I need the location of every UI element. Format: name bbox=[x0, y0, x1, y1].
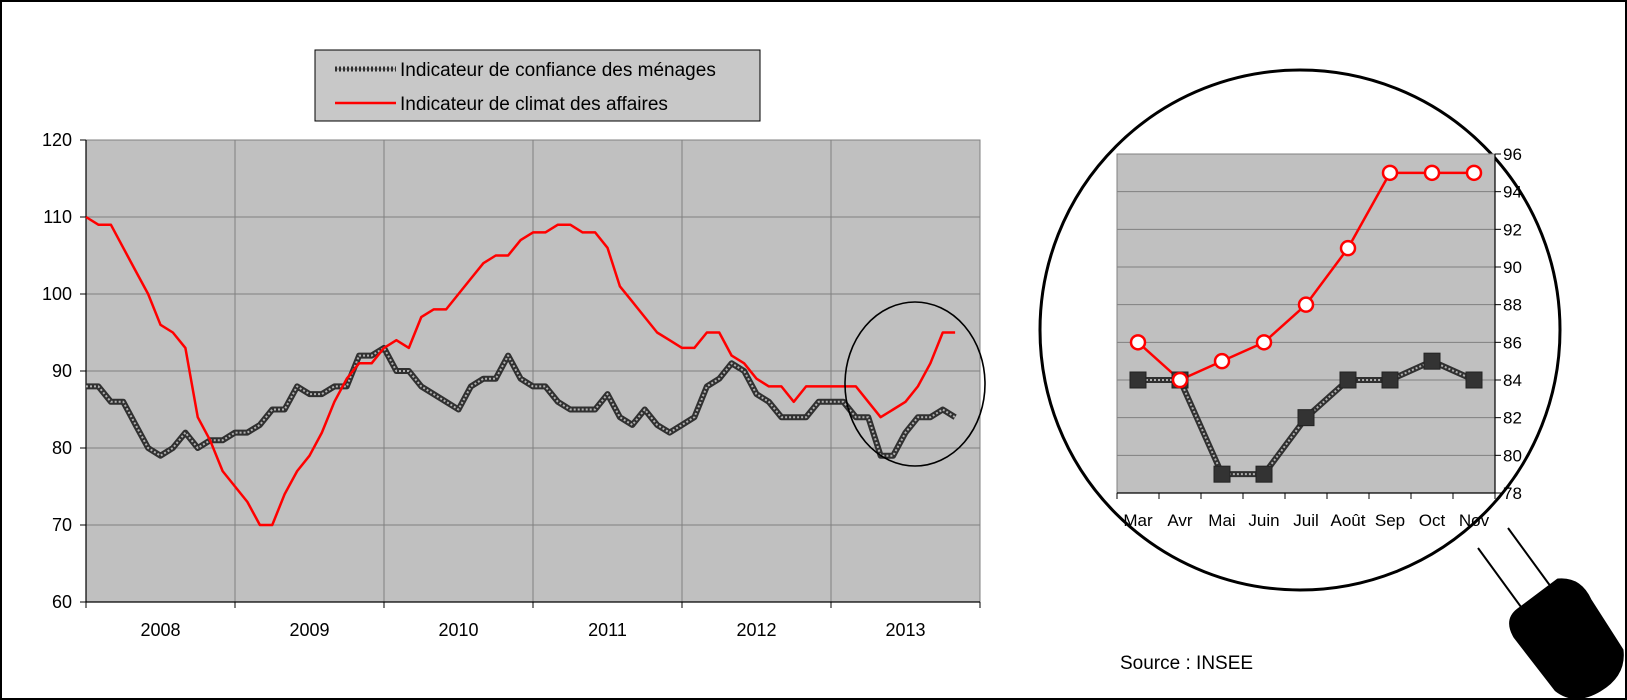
zoom-point-affaires-0 bbox=[1129, 334, 1147, 351]
main-x-tick-label-0: 2008 bbox=[140, 620, 180, 640]
main-x-tick-labels: 2008 2009 2010 2011 2012 2013 bbox=[140, 620, 925, 640]
zoom-point-affaires-2 bbox=[1213, 352, 1231, 370]
main-series-lines bbox=[85, 215, 957, 527]
zoom-point-affaires-6 bbox=[1381, 164, 1399, 182]
main-x-tick-label-3: 2011 bbox=[588, 620, 627, 640]
main-y-tick-label-3: 90 bbox=[52, 361, 72, 381]
legend-label-affaires: Indicateur de climat des affaires bbox=[400, 94, 668, 115]
zoom-y-tick-label-7: 92 bbox=[1503, 220, 1522, 239]
main-y-tick-label-5: 110 bbox=[43, 207, 72, 227]
legend-box bbox=[314, 49, 761, 122]
zoom-point-menages-0 bbox=[1129, 371, 1147, 389]
main-y-tick-label-4: 100 bbox=[42, 284, 72, 304]
zoom-y-tick-label-9: 96 bbox=[1503, 145, 1522, 164]
main-y-tick-label-6: 120 bbox=[42, 130, 72, 150]
zoom-point-menages-5 bbox=[1339, 371, 1357, 389]
zoom-point-affaires-4 bbox=[1297, 296, 1315, 313]
series-line-menages bbox=[86, 344, 957, 459]
zoom-x-tick-label-2: Mai bbox=[1208, 511, 1235, 530]
zoom-point-menages-8 bbox=[1465, 371, 1483, 389]
zoom-x-tick-label-6: Sep bbox=[1375, 511, 1405, 530]
zoom-point-affaires-8 bbox=[1465, 164, 1483, 182]
main-y-tick-label-0: 60 bbox=[52, 592, 72, 612]
zoom-x-tick-label-1: Avr bbox=[1167, 511, 1193, 530]
zoom-y-tick-label-1: 80 bbox=[1503, 446, 1522, 465]
main-y-tick-label-2: 80 bbox=[52, 438, 72, 458]
zoom-point-menages-2 bbox=[1213, 465, 1231, 483]
main-x-tick-label-4: 2012 bbox=[736, 620, 776, 640]
zoom-x-tick-labels: Mar Avr Mai Juin Juil Août Sep Oct Nov bbox=[1123, 511, 1489, 530]
highlight-circle bbox=[844, 301, 986, 467]
zoom-y-tick-label-5: 88 bbox=[1503, 296, 1522, 315]
zoom-x-tick-label-3: Juin bbox=[1248, 511, 1279, 530]
main-gridlines bbox=[86, 140, 980, 602]
zoom-line-chart: 78 80 82 84 86 88 90 92 94 96 Mar Avr Mai Juin Juil Ao… bbox=[1116, 145, 1522, 530]
zoom-point-affaires-7 bbox=[1423, 164, 1441, 182]
zoom-plot-area bbox=[1116, 153, 1496, 494]
zoom-axes bbox=[1116, 153, 1501, 499]
main-y-tick-labels: 60 70 80 90 100 110 120 bbox=[42, 130, 72, 612]
zoom-y-tick-label-6: 90 bbox=[1503, 258, 1522, 277]
zoom-y-tick-label-0: 78 bbox=[1503, 484, 1522, 503]
main-y-tick-label-1: 70 bbox=[52, 515, 72, 535]
zoom-point-menages-3 bbox=[1255, 465, 1273, 483]
magnifier-handle bbox=[1509, 578, 1624, 699]
zoom-markers bbox=[1129, 164, 1483, 483]
legend-label-menages: Indicateur de confiance des ménages bbox=[400, 60, 716, 81]
zoom-y-tick-label-2: 82 bbox=[1503, 409, 1522, 428]
zoom-point-affaires-3 bbox=[1255, 334, 1273, 351]
zoom-y-tick-label-3: 84 bbox=[1503, 371, 1522, 390]
zoom-point-affaires-1 bbox=[1171, 371, 1189, 389]
zoom-y-tick-labels: 78 80 82 84 86 88 90 92 94 96 bbox=[1503, 145, 1522, 503]
zoom-y-tick-label-4: 86 bbox=[1503, 333, 1522, 352]
zoom-point-menages-4 bbox=[1297, 409, 1315, 427]
zoom-x-tick-label-7: Oct bbox=[1419, 511, 1446, 530]
series-line-affaires bbox=[85, 215, 956, 527]
zoom-x-tick-label-8: Nov bbox=[1459, 511, 1490, 530]
legend: Indicateur de confiance des ménages Indi… bbox=[314, 49, 761, 122]
zoom-y-tick-label-8: 94 bbox=[1503, 183, 1522, 202]
source-label: Source : INSEE bbox=[1120, 653, 1253, 674]
zoom-x-tick-label-5: Août bbox=[1331, 511, 1366, 530]
zoom-x-tick-label-0: Mar bbox=[1123, 511, 1153, 530]
main-x-tick-label-2: 2010 bbox=[438, 620, 478, 640]
main-x-tick-label-1: 2009 bbox=[289, 620, 329, 640]
zoom-point-affaires-5 bbox=[1339, 239, 1357, 257]
zoom-point-menages-7 bbox=[1423, 352, 1441, 370]
zoom-point-menages-6 bbox=[1381, 371, 1399, 389]
main-x-tick-label-5: 2013 bbox=[885, 620, 925, 640]
zoom-x-tick-label-4: Juil bbox=[1293, 511, 1319, 530]
